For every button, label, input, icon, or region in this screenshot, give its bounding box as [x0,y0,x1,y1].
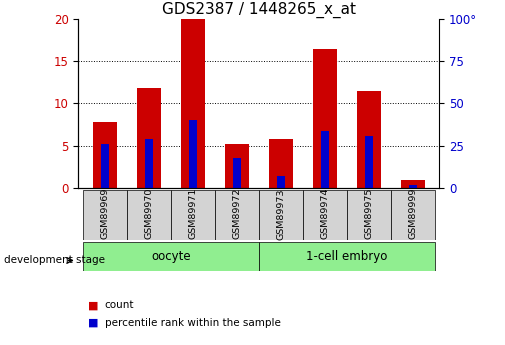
Bar [233,158,241,188]
Bar [313,49,337,188]
Text: GSM89972: GSM89972 [232,188,241,239]
Bar [321,130,329,188]
Bar [181,19,205,188]
Title: GDS2387 / 1448265_x_at: GDS2387 / 1448265_x_at [162,1,356,18]
Bar [401,180,425,188]
Bar [409,185,417,188]
Bar [391,190,435,240]
Bar [100,144,109,188]
Text: GSM89971: GSM89971 [188,188,197,239]
Bar [303,190,347,240]
Bar [83,190,127,240]
Bar [137,88,161,188]
Text: oocyte: oocyte [151,250,190,263]
Text: development stage: development stage [4,256,105,265]
Text: percentile rank within the sample: percentile rank within the sample [105,318,280,327]
Text: GSM89975: GSM89975 [365,188,373,239]
Bar [83,241,259,271]
Bar [357,91,381,188]
Bar [189,120,197,188]
Bar [277,176,285,188]
Text: GSM89969: GSM89969 [100,188,109,239]
Text: GSM89999: GSM89999 [409,188,418,239]
Text: GSM89970: GSM89970 [144,188,153,239]
Bar [171,190,215,240]
Text: ■: ■ [88,318,99,327]
Bar [269,139,293,188]
Text: 1-cell embryo: 1-cell embryo [306,250,387,263]
Text: GSM89974: GSM89974 [320,188,329,239]
Bar [259,241,435,271]
Bar [259,190,303,240]
Bar [92,122,117,188]
Text: ■: ■ [88,300,99,310]
Bar [365,136,373,188]
Bar [347,190,391,240]
Bar [225,144,249,188]
Bar [145,139,153,188]
Bar [215,190,259,240]
Text: GSM89973: GSM89973 [276,188,285,239]
Text: count: count [105,300,134,310]
Bar [127,190,171,240]
